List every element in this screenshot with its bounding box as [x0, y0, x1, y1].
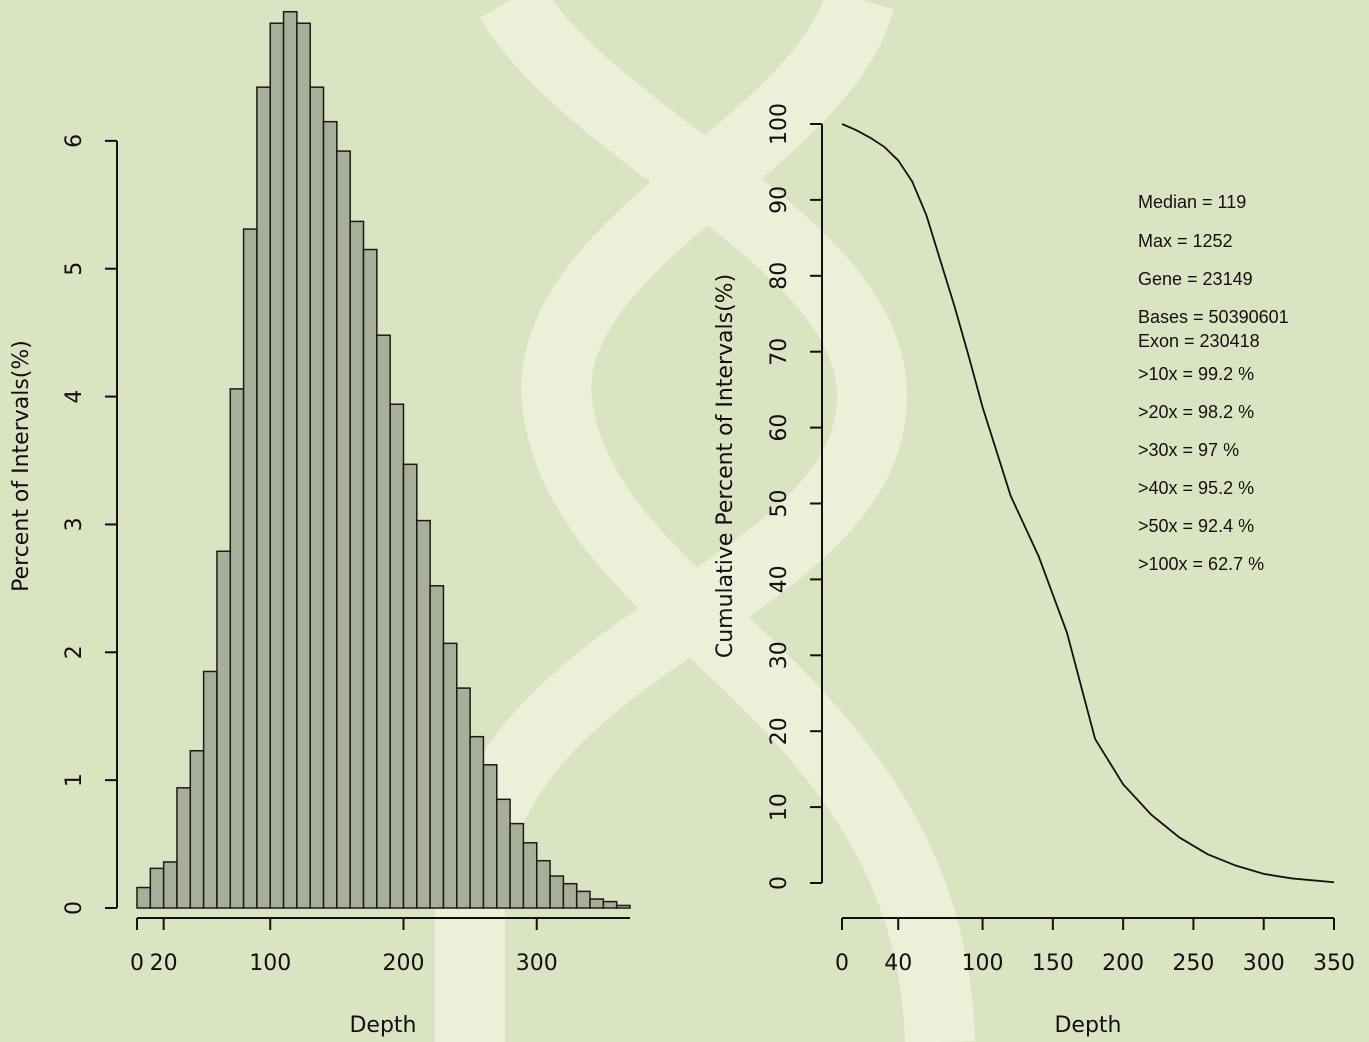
x-tick-label: 200 — [1102, 951, 1144, 976]
annotation: Median = 119 — [1138, 192, 1246, 212]
bar — [296, 22, 311, 909]
bar — [269, 22, 285, 909]
annotation: Exon = 230418 — [1138, 331, 1260, 351]
bar — [336, 150, 351, 909]
bar — [309, 86, 325, 909]
bar — [482, 764, 498, 909]
annotation: >20x = 98.2 % — [1138, 402, 1254, 422]
bar — [522, 842, 538, 909]
x-tick-label: 200 — [382, 951, 424, 976]
y-tick-label: 6 — [62, 134, 87, 148]
y-tick-label: 80 — [767, 262, 792, 290]
y-tick-label: 5 — [62, 262, 87, 276]
y-tick-label: 1 — [62, 773, 87, 787]
bar — [322, 120, 338, 909]
bar — [362, 248, 378, 909]
x-axis-title: Depth — [349, 1013, 416, 1038]
x-tick-label: 20 — [150, 951, 178, 976]
bar — [589, 898, 605, 909]
bar — [282, 10, 298, 909]
x-tick-label: 150 — [1032, 951, 1074, 976]
line — [841, 123, 1335, 884]
bar — [402, 463, 418, 909]
background-decoration — [435, 0, 975, 1042]
y-tick-label: 20 — [767, 717, 792, 745]
y-tick-label: 70 — [767, 338, 792, 366]
x-tick-label: 0 — [130, 951, 144, 976]
x-tick-label: 300 — [516, 951, 558, 976]
bar — [189, 749, 205, 909]
y-axis-title: Percent of Intervals(%) — [9, 340, 34, 592]
annotation: Max = 1252 — [1138, 231, 1233, 251]
x-tick-label: 300 — [1243, 951, 1285, 976]
bar — [349, 220, 365, 909]
bar — [602, 900, 618, 909]
y-tick-label: 30 — [767, 641, 792, 669]
x-tick-label: 250 — [1172, 951, 1214, 976]
x-tick-label: 350 — [1313, 951, 1355, 976]
y-tick-label: 0 — [767, 876, 792, 890]
bar — [176, 787, 192, 909]
annotation: >100x = 62.7 % — [1138, 554, 1264, 574]
bar — [149, 867, 165, 909]
bar — [429, 585, 445, 909]
bar — [162, 861, 178, 909]
y-tick-label: 90 — [767, 186, 792, 214]
bar — [549, 875, 565, 909]
y-tick-label: 4 — [62, 390, 87, 404]
x-axis-title: Depth — [1054, 1013, 1121, 1038]
x-tick-label: 100 — [249, 951, 291, 976]
y-tick-label: 3 — [62, 517, 87, 531]
bar — [535, 859, 551, 909]
bar — [202, 670, 218, 909]
y-axis-title: Cumulative Percent of Intervals(%) — [713, 274, 738, 658]
bar — [456, 687, 471, 909]
annotation: Bases = 50390601 — [1138, 307, 1289, 327]
y-tick-label: 10 — [767, 793, 792, 821]
bar — [469, 735, 485, 909]
annotation: >50x = 92.4 % — [1138, 516, 1254, 536]
y-tick-label: 100 — [767, 103, 792, 145]
x-tick-label: 40 — [884, 951, 912, 976]
bar — [509, 822, 525, 909]
bar — [496, 798, 511, 909]
bar — [216, 550, 232, 909]
y-tick-label: 2 — [62, 645, 87, 659]
y-tick-label: 50 — [767, 490, 792, 518]
bar — [229, 388, 245, 909]
bar — [136, 886, 152, 909]
x-tick-label: 0 — [835, 951, 849, 976]
annotation: Gene = 23149 — [1138, 269, 1253, 289]
y-tick-label: 40 — [767, 565, 792, 593]
bar — [256, 86, 271, 909]
bar — [615, 904, 631, 909]
annotation: >30x = 97 % — [1138, 440, 1239, 460]
bar — [242, 228, 258, 909]
annotation: >40x = 95.2 % — [1138, 478, 1254, 498]
y-tick-label: 60 — [767, 414, 792, 442]
bar — [562, 882, 578, 909]
bar — [389, 403, 405, 909]
annotation: >10x = 99.2 % — [1138, 364, 1254, 384]
bar — [416, 519, 431, 909]
y-tick-label: 0 — [62, 901, 87, 915]
bar — [376, 334, 391, 909]
bar — [442, 642, 458, 909]
bar — [575, 890, 591, 909]
x-tick-label: 100 — [962, 951, 1004, 976]
